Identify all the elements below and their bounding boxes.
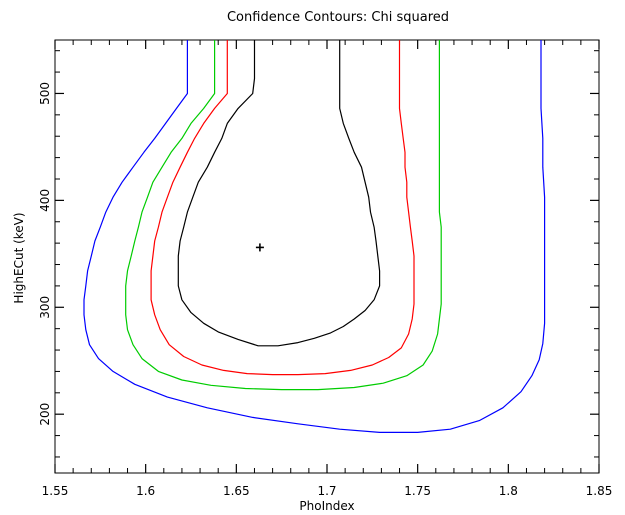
plot-frame [54, 39, 600, 474]
x-tick-label: 1.85 [586, 484, 613, 498]
x-tick-label: 1.55 [42, 484, 69, 498]
x-tick-label: 1.65 [223, 484, 250, 498]
contour-line-2 [150, 40, 415, 376]
x-tick-label: 1.8 [499, 484, 518, 498]
chart-title: Confidence Contours: Chi squared [227, 10, 449, 25]
contour-lines [83, 40, 546, 433]
y-axis-label: HighECut (keV) [12, 212, 26, 303]
plot-border [54, 39, 600, 474]
y-axis: 200 300 400 500 [38, 50, 599, 458]
x-tick-label: 1.75 [404, 484, 431, 498]
y-tick-label: 500 [38, 82, 52, 105]
y-tick-label: 200 [38, 403, 52, 426]
y-tick-label: 300 [38, 296, 52, 319]
x-axis-label: PhoIndex [299, 499, 354, 513]
x-axis: 1.55 1.6 1.65 1.7 1.75 1.8 1.85 [42, 40, 613, 498]
contour-line-1 [177, 40, 381, 347]
y-tick-label: 400 [38, 189, 52, 212]
best-fit-marker [255, 243, 264, 252]
contour-line-3 [125, 40, 442, 391]
contour-line-4 [83, 40, 546, 433]
x-tick-label: 1.7 [317, 484, 336, 498]
x-tick-label: 1.6 [136, 484, 155, 498]
